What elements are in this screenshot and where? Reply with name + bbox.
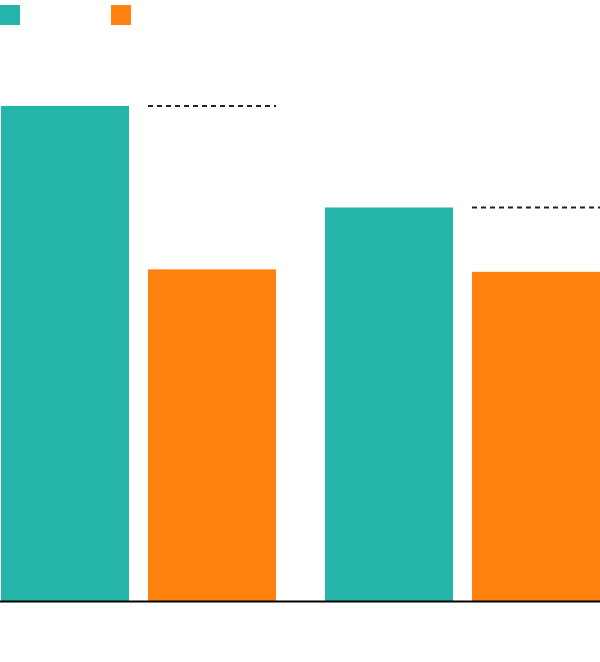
bar-series2-category2 <box>472 271 600 601</box>
bar-series2-category1 <box>148 269 276 601</box>
legend-swatch-1 <box>0 5 20 25</box>
bar-series1-category1 <box>1 106 129 601</box>
bar-series1-category2 <box>325 207 453 601</box>
legend-swatch-2 <box>111 5 131 25</box>
